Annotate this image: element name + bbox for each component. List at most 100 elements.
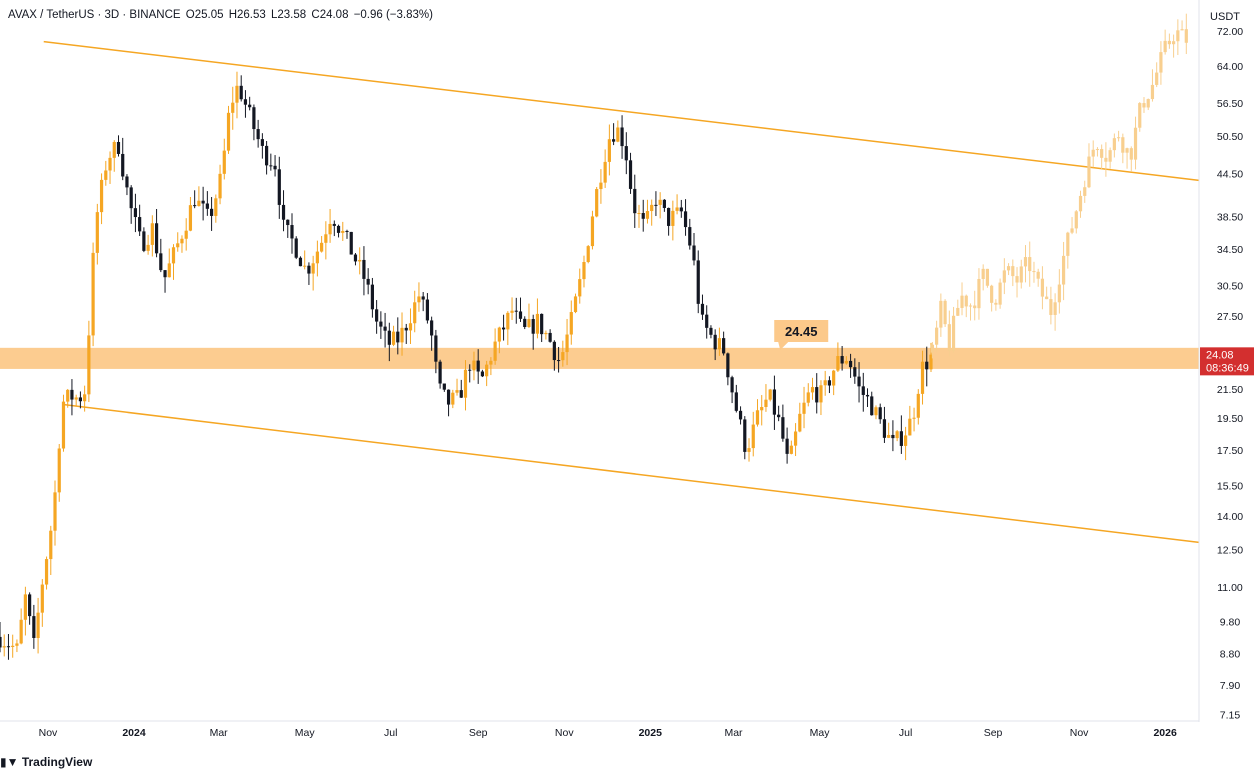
projection-body [1045,296,1049,300]
price-candle-73 [307,262,311,285]
price-candle-201 [848,353,853,378]
tradingview-logo[interactable]: ▮▼ TradingView [0,755,92,769]
price-candle-43 [180,235,184,253]
projection-body [1163,40,1167,53]
price-candle-216 [912,407,916,432]
price-axis-unit[interactable]: USDT [1210,11,1240,23]
price-candle-5 [19,608,23,645]
projection-body [1019,266,1023,283]
price-candle-212 [895,430,899,442]
x-tick-label: May [295,727,316,739]
price-candle-81 [341,221,345,241]
projection-candle-59 [1180,20,1184,31]
price-body [150,223,154,245]
price-body [324,234,328,243]
projection-body [1146,99,1150,108]
price-candle-103 [434,329,438,374]
price-candle-132 [556,346,561,373]
price-candle-203 [857,362,861,403]
price-candle-44 [184,218,188,251]
price-body [193,205,197,207]
price-candle-120 [506,311,510,346]
price-candle-18 [74,394,78,407]
price-candle-3 [11,634,15,658]
price-body [544,332,548,335]
x-tick-label: Sep [984,727,1003,739]
price-candle-209 [882,406,887,443]
price-body [730,377,734,393]
price-candle-58 [243,90,248,118]
price-body [379,321,383,327]
projection-candle-22 [1023,245,1028,283]
price-candle-199 [840,346,844,371]
price-body [489,360,493,365]
price-body [248,104,252,108]
price-body [23,594,27,620]
y-tick-label: 15.50 [1217,481,1243,493]
price-candle-128 [540,313,544,343]
projection-candle-5 [951,306,956,354]
price-candle-206 [870,391,874,416]
price-body [298,257,303,267]
support-zone [0,347,1199,369]
projection-body [930,344,934,353]
projection-candle-45 [1121,133,1125,164]
price-body [903,435,908,446]
price-candle-188 [793,423,798,457]
price-body [400,327,404,343]
price-candle-161 [679,199,683,218]
price-body [637,213,641,215]
projection-body [1142,103,1146,108]
projection-body [1074,211,1078,229]
price-candle-124 [523,316,527,330]
price-candle-138 [582,255,586,288]
price-candle-70 [294,236,298,260]
price-body [802,402,806,414]
price-body [531,319,535,334]
price-candle-52 [218,164,222,205]
price-candle-148 [624,132,628,175]
projection-candle-17 [1002,258,1006,295]
projection-candle-2 [939,293,943,337]
price-body [895,431,899,439]
price-candle-67 [281,190,286,232]
price-body [6,646,11,648]
price-candle-35 [146,234,150,255]
projection-candle-30 [1057,269,1061,314]
projection-candle-26 [1040,266,1045,310]
price-body [785,438,789,454]
projection-body [1032,271,1036,273]
price-body [671,210,675,226]
price-candle-157 [662,199,666,212]
price-body [184,230,188,239]
price-body [70,389,74,400]
price-body [738,410,743,420]
price-body [925,361,929,370]
projection-body [1057,284,1061,303]
price-body [514,310,518,312]
symbol-label[interactable]: AVAX / TetherUS · 3D · BINANCE [8,9,181,21]
price-candle-178 [751,411,755,457]
price-body [912,417,916,419]
price-candle-202 [853,358,857,384]
price-body [133,208,138,218]
projection-body [956,307,960,316]
projection-candle-20 [1015,267,1019,298]
price-candle-33 [138,204,142,236]
projection-candle-24 [1032,261,1036,283]
projection-body [1070,228,1074,233]
projection-body [1112,138,1116,151]
price-candle-112 [472,351,476,381]
price-candle-46 [193,190,197,209]
price-body [53,492,57,531]
projection-body [1036,271,1040,279]
price-body [891,434,895,439]
price-body [32,616,36,638]
price-body [692,245,696,261]
price-body [700,303,705,315]
price-candle-173 [730,375,734,404]
projection-body [1066,232,1070,256]
projection-candle-25 [1036,268,1040,287]
